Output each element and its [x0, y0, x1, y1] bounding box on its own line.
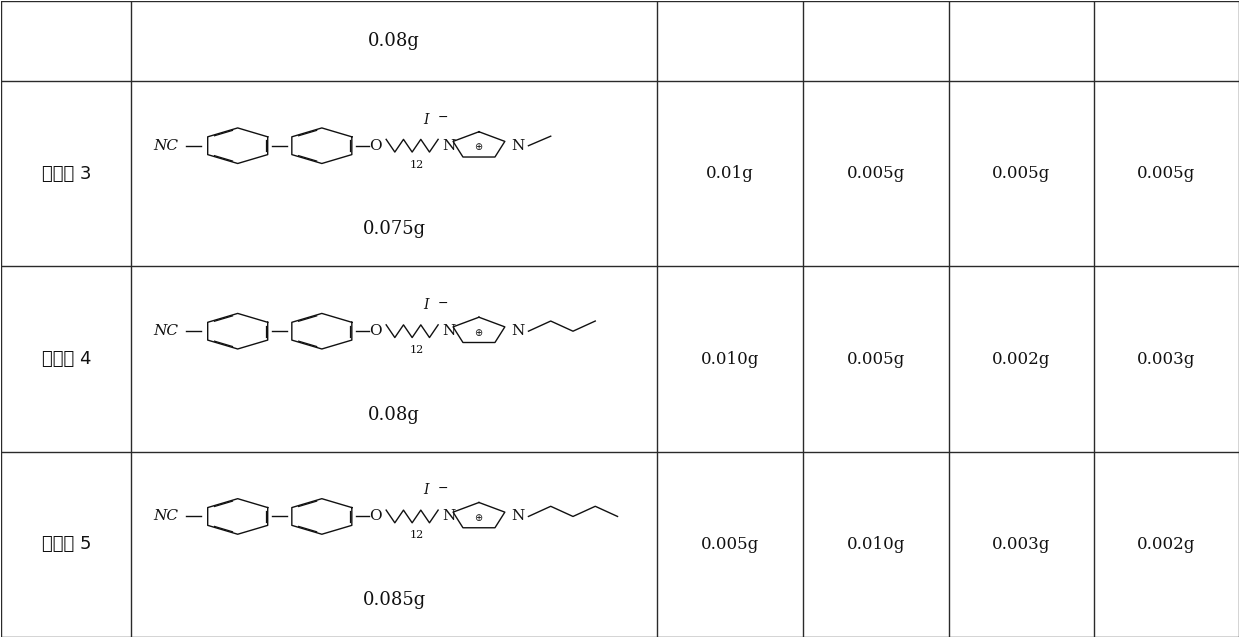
- Text: N: N: [511, 138, 525, 152]
- Text: 0.005g: 0.005g: [1137, 165, 1195, 182]
- Text: N: N: [441, 324, 455, 338]
- Text: 12: 12: [410, 345, 424, 355]
- Text: 0.075g: 0.075g: [362, 220, 425, 238]
- Text: $\oplus$: $\oplus$: [475, 327, 484, 338]
- Text: 0.003g: 0.003g: [1137, 350, 1195, 367]
- Text: 实施例 4: 实施例 4: [42, 350, 91, 368]
- Text: 0.005g: 0.005g: [701, 536, 759, 553]
- Text: $\oplus$: $\oplus$: [475, 512, 484, 523]
- Text: N: N: [511, 510, 525, 523]
- Text: −: −: [438, 111, 449, 124]
- Text: I: I: [423, 113, 429, 127]
- Text: 0.003g: 0.003g: [992, 536, 1050, 553]
- Text: 0.08g: 0.08g: [368, 32, 420, 50]
- Text: 12: 12: [410, 530, 424, 540]
- Text: $\oplus$: $\oplus$: [475, 142, 484, 152]
- Text: 0.005g: 0.005g: [847, 350, 905, 367]
- Text: 0.010g: 0.010g: [847, 536, 905, 553]
- Text: 0.005g: 0.005g: [992, 165, 1050, 182]
- Text: 0.01g: 0.01g: [707, 165, 754, 182]
- Text: N: N: [441, 510, 455, 523]
- Text: 实施例 5: 实施例 5: [42, 535, 91, 553]
- Text: 0.085g: 0.085g: [362, 591, 425, 609]
- Text: 0.08g: 0.08g: [368, 406, 420, 424]
- Text: I: I: [423, 484, 429, 498]
- Text: O: O: [368, 510, 382, 523]
- Text: 实施例 3: 实施例 3: [42, 165, 91, 182]
- Text: O: O: [368, 324, 382, 338]
- Text: 0.002g: 0.002g: [992, 350, 1050, 367]
- Text: −: −: [438, 297, 449, 309]
- Text: N: N: [441, 138, 455, 152]
- Text: NC: NC: [154, 510, 179, 523]
- Text: 0.002g: 0.002g: [1137, 536, 1195, 553]
- Text: 0.005g: 0.005g: [847, 165, 905, 182]
- Text: O: O: [368, 138, 382, 152]
- Text: NC: NC: [154, 138, 179, 152]
- Text: N: N: [511, 324, 525, 338]
- Text: 0.010g: 0.010g: [701, 350, 759, 367]
- Text: I: I: [423, 298, 429, 312]
- Text: 12: 12: [410, 160, 424, 170]
- Text: NC: NC: [154, 324, 179, 338]
- Text: −: −: [438, 482, 449, 495]
